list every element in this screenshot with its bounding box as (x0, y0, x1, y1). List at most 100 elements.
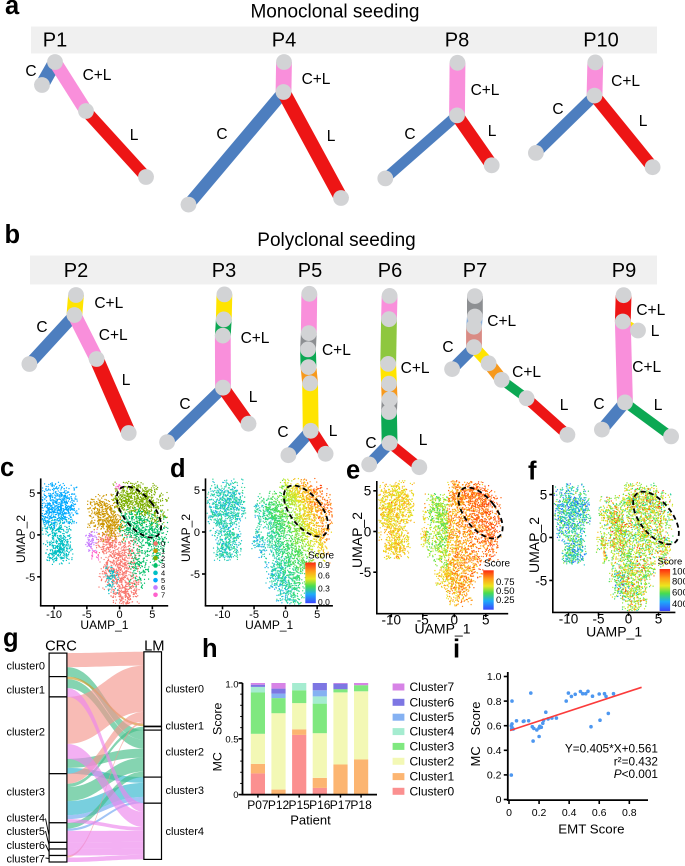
svg-text:cluster1: cluster1 (6, 685, 45, 697)
svg-text:7: 7 (161, 591, 165, 600)
svg-text:0: 0 (194, 527, 200, 539)
svg-text:P8: P8 (445, 29, 469, 51)
svg-text:C+L: C+L (401, 360, 430, 377)
svg-text:C+L: C+L (99, 327, 128, 344)
svg-text:cluster1: cluster1 (166, 720, 205, 732)
svg-text:0.6: 0.6 (592, 807, 607, 819)
svg-text:L: L (651, 323, 660, 340)
svg-text:cluster5: cluster5 (6, 826, 45, 838)
svg-text:C+L: C+L (636, 302, 665, 319)
svg-text:Score: Score (658, 557, 683, 568)
svg-text:0.3: 0.3 (318, 584, 330, 594)
svg-text:0: 0 (496, 794, 502, 806)
svg-text:4: 4 (161, 569, 165, 578)
svg-text:5: 5 (149, 609, 155, 621)
svg-text:cluster0: cluster0 (166, 684, 205, 696)
svg-text:Cluster6: Cluster6 (410, 695, 455, 709)
svg-text:400: 400 (672, 599, 685, 610)
svg-text:P9: P9 (612, 260, 636, 282)
svg-text:cluster3: cluster3 (166, 785, 205, 797)
svg-text:1: 1 (161, 547, 165, 556)
svg-text:P07: P07 (247, 798, 269, 812)
svg-text:C+L: C+L (487, 313, 516, 330)
svg-text:P3: P3 (212, 260, 236, 282)
svg-text:5: 5 (161, 576, 165, 585)
svg-text:C: C (36, 319, 47, 336)
svg-text:C+L: C+L (512, 364, 541, 381)
svg-text:CRC: CRC (45, 638, 77, 654)
svg-text:P16: P16 (309, 798, 331, 812)
svg-text:0.6: 0.6 (487, 720, 502, 732)
svg-text:P18: P18 (350, 798, 372, 812)
svg-text:0: 0 (117, 609, 123, 621)
svg-text:1.0: 1.0 (225, 679, 238, 690)
svg-text:5: 5 (482, 613, 490, 628)
svg-text:5: 5 (314, 609, 320, 621)
svg-text:1000: 1000 (672, 567, 685, 578)
svg-text:L: L (654, 397, 663, 414)
svg-text:Cluster1: Cluster1 (410, 770, 455, 784)
svg-text:C: C (216, 126, 227, 143)
svg-text:L: L (488, 123, 497, 140)
svg-text:P4: P4 (272, 29, 296, 51)
svg-text:2: 2 (161, 554, 165, 563)
svg-text:0: 0 (161, 539, 165, 548)
svg-text:UMAP_2: UMAP_2 (179, 514, 193, 562)
svg-text:UMAP_2: UMAP_2 (526, 517, 542, 573)
svg-text:P<0.001: P<0.001 (614, 767, 658, 781)
svg-text:5: 5 (29, 488, 35, 500)
svg-text:0: 0 (364, 524, 372, 539)
svg-text:0.8: 0.8 (622, 807, 637, 819)
svg-text:P2: P2 (64, 260, 88, 282)
svg-text:5: 5 (655, 611, 663, 626)
svg-text:0.0: 0.0 (318, 597, 330, 607)
svg-text:5: 5 (194, 485, 200, 497)
svg-text:0.2: 0.2 (487, 770, 502, 782)
svg-text:3: 3 (161, 561, 165, 570)
svg-text:C: C (442, 339, 453, 356)
svg-text:L: L (249, 389, 258, 406)
svg-text:C: C (365, 435, 376, 452)
svg-text:a: a (5, 0, 20, 20)
svg-text:-5: -5 (190, 569, 200, 581)
svg-text:0: 0 (233, 790, 238, 801)
svg-text:-10: -10 (215, 609, 231, 621)
svg-text:h: h (202, 635, 218, 663)
svg-text:C+L: C+L (471, 82, 500, 99)
svg-text:Cluster4: Cluster4 (410, 725, 455, 739)
svg-text:r²=0.432: r²=0.432 (614, 754, 658, 768)
svg-text:EMT Score: EMT Score (558, 821, 624, 836)
svg-text:cluster2: cluster2 (166, 747, 205, 759)
svg-text:-5: -5 (535, 573, 547, 588)
svg-text:i: i (453, 636, 460, 664)
svg-text:b: b (5, 221, 21, 249)
svg-text:cluster6: cluster6 (6, 840, 45, 852)
svg-text:P12: P12 (268, 798, 290, 812)
svg-text:cluster0: cluster0 (6, 661, 45, 673)
svg-text:0: 0 (506, 807, 512, 819)
svg-text:Cluster7: Cluster7 (410, 680, 455, 694)
svg-text:C: C (179, 396, 190, 413)
svg-text:Score: Score (308, 551, 335, 562)
svg-text:g: g (3, 625, 19, 653)
svg-text:Score: Score (484, 559, 511, 570)
svg-text:600: 600 (672, 588, 685, 599)
svg-text:Polyclonal seeding: Polyclonal seeding (257, 230, 415, 251)
svg-text:MC Score: MC Score (468, 701, 483, 766)
svg-text:-5: -5 (249, 609, 259, 621)
svg-text:L: L (130, 127, 139, 144)
svg-text:UAMP_1: UAMP_1 (414, 621, 470, 637)
svg-text:cluster7: cluster7 (6, 853, 45, 865)
svg-text:Patient: Patient (290, 813, 331, 828)
svg-text:0: 0 (451, 613, 459, 628)
svg-text:Y=0.405*X+0.561: Y=0.405*X+0.561 (565, 742, 658, 756)
svg-text:f: f (528, 458, 537, 486)
svg-text:C: C (277, 424, 288, 441)
svg-text:0.4: 0.4 (562, 807, 577, 819)
svg-text:0.5: 0.5 (225, 734, 238, 745)
svg-text:UAMP_1: UAMP_1 (245, 618, 293, 632)
svg-text:0.4: 0.4 (487, 745, 502, 757)
svg-text:C: C (404, 126, 415, 143)
svg-text:L: L (419, 432, 428, 449)
svg-text:L: L (327, 128, 336, 145)
